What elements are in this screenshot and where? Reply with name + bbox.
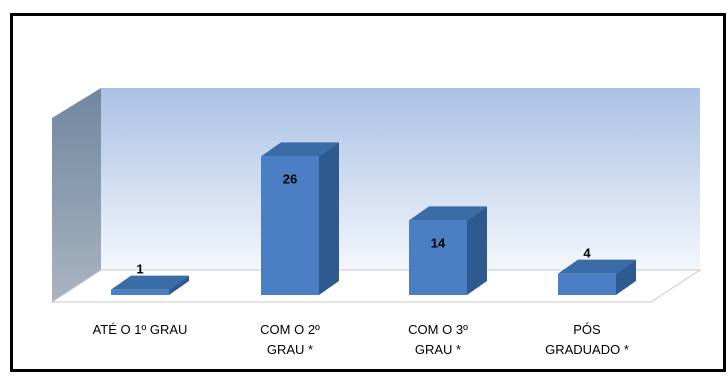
data-labels: 1 26 14 4 [136, 171, 591, 276]
bar-front [558, 273, 616, 295]
data-label: 4 [583, 246, 591, 261]
category-label: PÓS [573, 322, 601, 337]
bar-top [261, 142, 339, 157]
data-label: 14 [431, 235, 446, 250]
category-label: GRAU * [267, 342, 313, 357]
bar [261, 142, 339, 295]
chart-floor [50, 269, 702, 303]
bar-side [169, 275, 189, 295]
bar [558, 259, 636, 295]
category-labels: ATÉ O 1º GRAU COM O 2º GRAU * COM O 3º GRAU … [93, 322, 629, 357]
category-label: GRADUADO * [545, 342, 629, 357]
side-wall [52, 88, 101, 302]
data-label: 26 [283, 171, 297, 186]
category-label: COM O 2º [260, 322, 320, 337]
bar-front [409, 220, 467, 295]
bar-top [409, 206, 487, 221]
bar [409, 206, 487, 295]
category-label: COM O 3º [408, 322, 468, 337]
bar-side [319, 142, 339, 295]
bar-front [261, 156, 319, 295]
bar-side [467, 206, 487, 295]
bars [111, 142, 636, 295]
chart-walls [50, 88, 702, 303]
category-label: GRAU * [415, 342, 461, 357]
bar-top [111, 275, 189, 290]
data-label: 1 [136, 262, 143, 277]
bar-side [616, 259, 636, 295]
category-label: ATÉ O 1º GRAU [93, 322, 188, 337]
bar-front [111, 289, 169, 295]
bar [111, 275, 189, 295]
bar-top [558, 259, 636, 274]
back-wall [101, 88, 700, 270]
